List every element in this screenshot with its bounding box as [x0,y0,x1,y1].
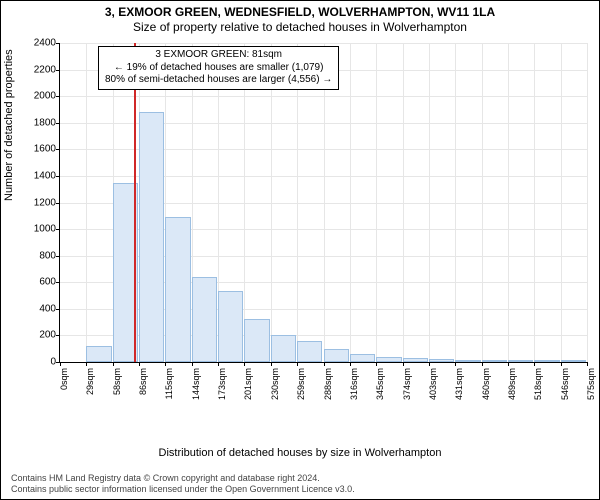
histogram-bar [244,319,269,362]
ytick-label: 600 [39,277,60,288]
ytick-label: 2400 [34,38,60,49]
annotation-box: 3 EXMOOR GREEN: 81sqm ← 19% of detached … [98,46,339,90]
xtick-label: 431sqm [454,336,464,368]
histogram-bar [534,360,559,362]
ytick-label: 200 [39,330,60,341]
histogram-bar [455,360,480,362]
footer-line-1: Contains HM Land Registry data © Crown c… [11,473,589,484]
histogram-bar [297,341,322,362]
gridline-v [534,43,535,362]
ytick-label: 1400 [34,170,60,181]
ytick-label: 1000 [34,224,60,235]
xtick-label: 575sqm [586,336,596,368]
plot-region: 3 EXMOOR GREEN: 81sqm ← 19% of detached … [59,43,587,363]
gridline-v [350,43,351,362]
ytick-label: 400 [39,303,60,314]
gridline-v [324,43,325,362]
xtick-label: 546sqm [560,336,570,368]
gridline-v [376,43,377,362]
xtick-label: 403sqm [428,336,438,368]
ytick-label: 1200 [34,197,60,208]
histogram-bar [482,360,507,362]
xtick-label: 518sqm [533,336,543,368]
histogram-bar [403,358,428,362]
xtick-label: 374sqm [402,336,412,368]
histogram-bar [376,357,401,362]
histogram-bar [271,335,296,362]
marker-line [134,43,136,362]
y-axis-label: Number of detached properties [3,49,15,201]
footer-line-2: Contains public sector information licen… [11,484,589,495]
footer-attribution: Contains HM Land Registry data © Crown c… [11,473,589,495]
histogram-bar [350,354,375,362]
annotation-line-3: 80% of semi-detached houses are larger (… [105,74,332,87]
chart-container: 3, EXMOOR GREEN, WEDNESFIELD, WOLVERHAMP… [0,0,600,500]
histogram-bar [218,291,243,362]
histogram-bar [86,346,111,362]
gridline-v [86,43,87,362]
gridline-v [455,43,456,362]
xtick-label: 489sqm [507,336,517,368]
annotation-line-1: 3 EXMOOR GREEN: 81sqm [105,49,332,62]
ytick-label: 2000 [34,91,60,102]
histogram-bar [508,360,533,362]
histogram-bar [429,359,454,362]
xtick-label: 345sqm [375,336,385,368]
ytick-label: 1800 [34,117,60,128]
histogram-bar [139,112,164,362]
x-axis-label: Distribution of detached houses by size … [1,447,599,459]
gridline-v [482,43,483,362]
histogram-bar [324,349,349,362]
xtick-label: 316sqm [349,336,359,368]
title-line-1: 3, EXMOOR GREEN, WEDNESFIELD, WOLVERHAMP… [1,5,599,19]
gridline-v [561,43,562,362]
ytick-label: 800 [39,250,60,261]
gridline-v [244,43,245,362]
xtick-label: 460sqm [481,336,491,368]
gridline-v [403,43,404,362]
gridline-v [587,43,588,362]
annotation-line-2: ← 19% of detached houses are smaller (1,… [105,62,332,75]
histogram-bar [165,217,190,362]
histogram-bar [561,360,586,362]
ytick-label: 1600 [34,144,60,155]
gridline-v [508,43,509,362]
gridline-v [297,43,298,362]
xtick-label: 0sqm [59,346,69,368]
gridline-v [271,43,272,362]
histogram-bar [192,277,217,362]
title-line-2: Size of property relative to detached ho… [1,20,599,34]
ytick-label: 2200 [34,64,60,75]
plot-area: 3 EXMOOR GREEN: 81sqm ← 19% of detached … [59,43,587,421]
gridline-v [429,43,430,362]
